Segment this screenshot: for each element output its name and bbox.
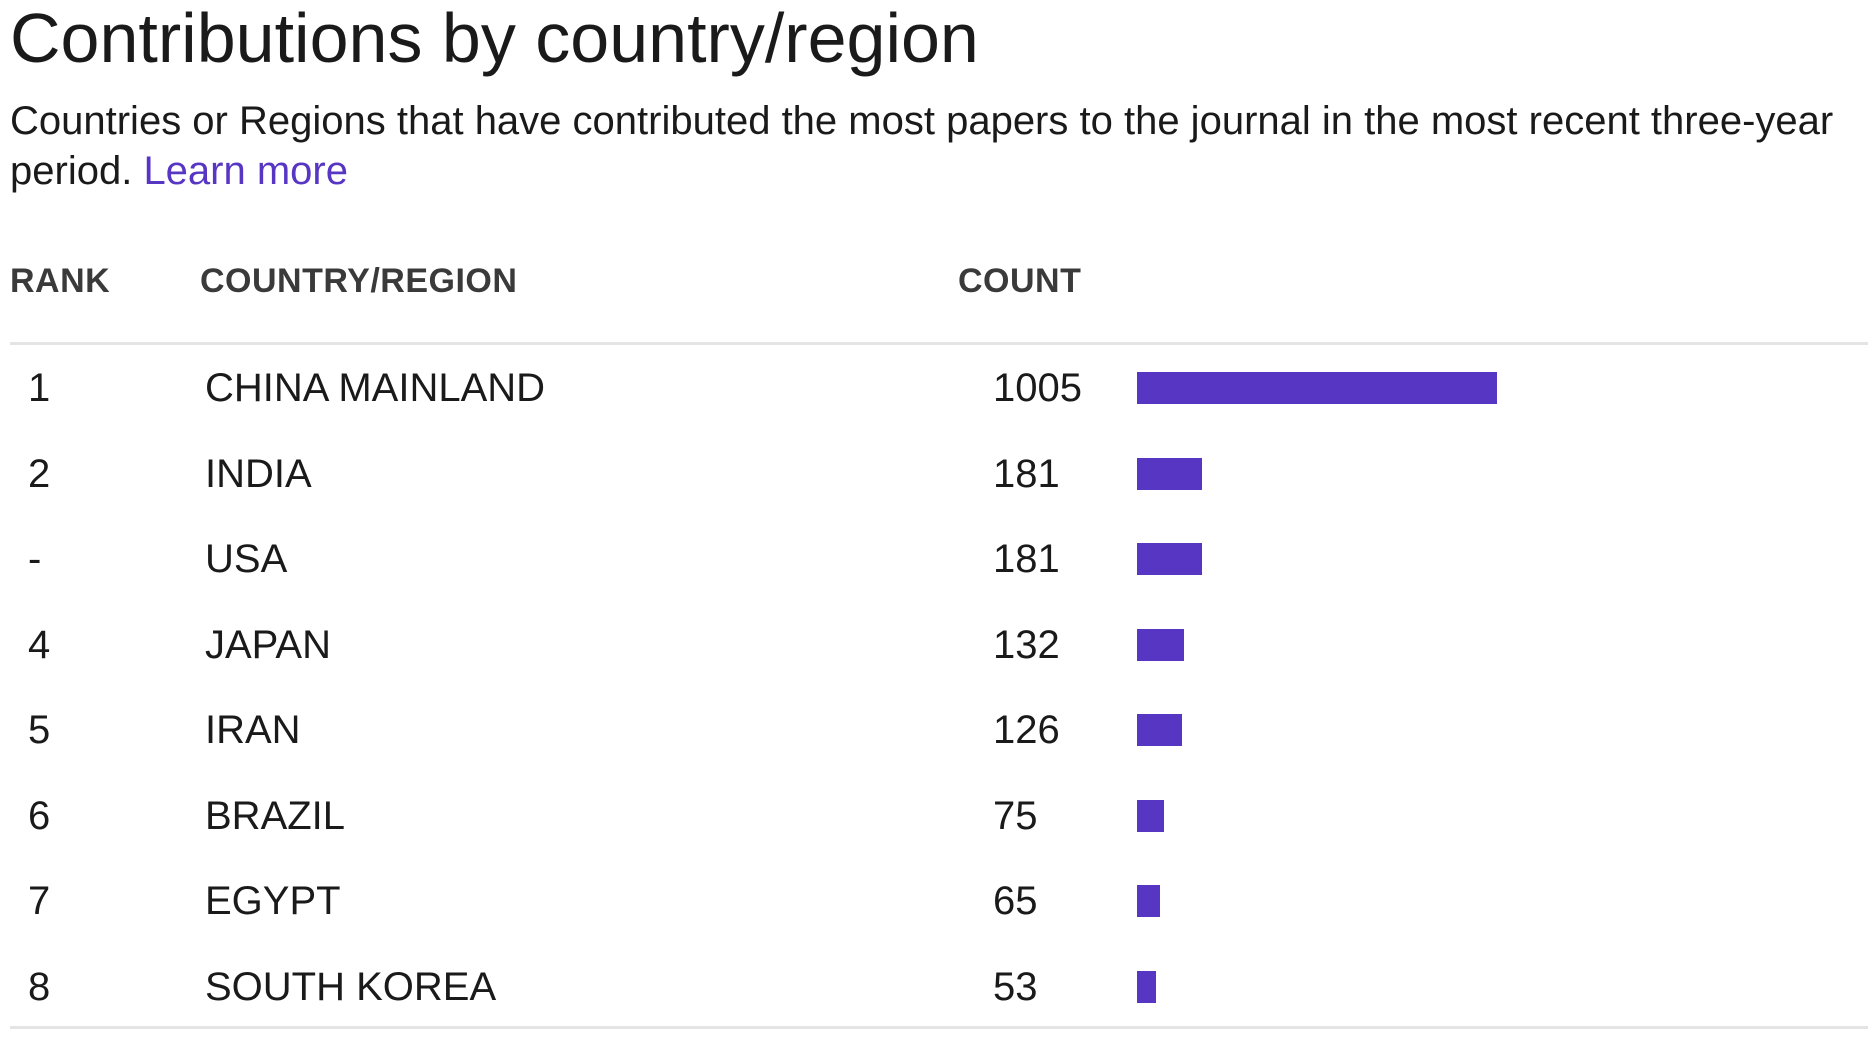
table-row: 4 JAPAN 132 [0,603,1868,688]
page-title: Contributions by country/region [10,0,979,77]
row-country: CHINA MAINLAND [205,366,546,410]
row-count: 126 [993,708,1060,752]
row-rank: 8 [28,964,51,1009]
row-rank: 2 [28,451,51,496]
row-country: EGYPT [205,879,341,923]
row-count: 181 [993,451,1060,496]
row-count: 1005 [993,366,1082,410]
row-rank: 5 [28,708,51,752]
row-country: INDIA [205,451,312,496]
row-country: JAPAN [205,622,331,667]
row-country: USA [205,537,288,581]
count-bar [1137,885,1161,917]
header-divider [10,342,1868,345]
table-header: RANK COUNTRY/REGION COUNT [10,262,1868,312]
count-bar [1137,799,1164,832]
row-country: BRAZIL [205,793,346,838]
row-count: 132 [993,622,1060,667]
count-bar [1137,714,1183,746]
table-row: - USA 181 [0,517,1868,602]
page-subtitle: Countries or Regions that have contribut… [10,96,1860,196]
column-header-rank[interactable]: RANK [10,262,111,300]
table-row: 1 CHINA MAINLAND 1005 [0,346,1868,431]
row-country: IRAN [205,708,301,752]
footer-divider [10,1026,1868,1029]
row-count: 75 [993,793,1038,838]
column-header-count[interactable]: COUNT [958,262,1082,300]
learn-more-link[interactable]: Learn more [143,149,348,193]
table-row: 6 BRAZIL 75 [0,774,1868,859]
table-row: 8 SOUTH KOREA 53 [0,945,1868,1030]
row-count: 53 [993,964,1038,1009]
row-rank: 1 [28,366,51,410]
count-bar [1137,543,1202,575]
row-count: 65 [993,879,1038,923]
count-bar [1137,372,1497,404]
row-country: SOUTH KOREA [205,964,497,1009]
count-bar [1137,970,1156,1003]
row-count: 181 [993,537,1060,581]
count-bar [1137,628,1185,661]
row-rank: 6 [28,793,51,838]
column-header-country[interactable]: COUNTRY/REGION [200,262,518,300]
subtitle-text: Countries or Regions that have contribut… [10,99,1834,193]
table-row: 7 EGYPT 65 [0,859,1868,944]
row-rank: 7 [28,879,51,923]
row-rank: - [28,537,42,581]
table-row: 2 INDIA 181 [0,432,1868,517]
row-rank: 4 [28,622,51,667]
table-row: 5 IRAN 126 [0,688,1868,773]
count-bar [1137,457,1202,490]
